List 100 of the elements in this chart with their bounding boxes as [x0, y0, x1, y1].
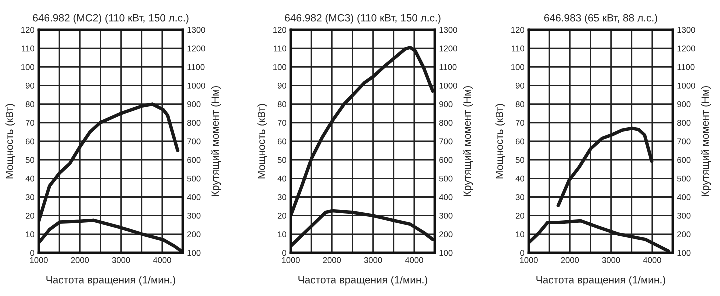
y2-tick-label: 1200 [188, 46, 206, 52]
y2-tick-label: 100 [678, 250, 691, 256]
y-tick-label: 10 [26, 232, 35, 238]
y-tick-label: 120 [274, 27, 287, 34]
x-tick-label: 1000 [30, 257, 48, 264]
y2-tick-label: 100 [188, 250, 201, 256]
x-axis-title: Частота вращения (1/мин.) [46, 276, 176, 286]
y2-tick-label: 800 [440, 120, 453, 126]
y2-tick-label: 1000 [678, 82, 696, 89]
y-tick-label: 100 [274, 64, 287, 70]
y-tick-label: 60 [26, 138, 35, 145]
y-tick-label: 120 [22, 27, 35, 34]
x-tick-label: 2000 [323, 257, 342, 264]
y2-tick-label: 800 [678, 120, 691, 126]
y-tick-label: 90 [278, 82, 287, 89]
y2-tick-label: 500 [188, 176, 201, 182]
y-axis-title: Мощность (кВт) [496, 104, 506, 179]
x-tick-label: 1000 [520, 257, 538, 264]
y2-tick-label: 400 [439, 194, 453, 200]
y2-tick-label: 1200 [678, 46, 696, 52]
y2-tick-label: 900 [440, 102, 453, 108]
y-tick-label: 80 [516, 102, 525, 108]
y-tick-label: 0 [520, 250, 525, 256]
y-tick-label: 20 [26, 213, 35, 219]
y-tick-label: 0 [30, 250, 35, 256]
x-tick-label: 2000 [71, 257, 90, 264]
y2-tick-label: 800 [188, 120, 201, 126]
x-tick-label: 4000 [643, 257, 662, 264]
x-axis-title: Частота вращения (1/мин.) [536, 276, 666, 286]
y2-tick-label: 700 [188, 138, 201, 145]
chart-title: 646.982 (MC3) (110 кВт, 150 л.с.) [285, 14, 441, 24]
y2-tick-label: 600 [678, 157, 691, 164]
y-tick-label: 120 [512, 27, 525, 34]
y2-axis-title: Крутящий момент (Нм) [701, 86, 712, 196]
y2-tick-label: 700 [678, 138, 691, 145]
y2-tick-label: 400 [677, 194, 691, 200]
y-tick-label: 110 [512, 46, 525, 52]
y-tick-label: 40 [278, 176, 287, 182]
y2-tick-label: 500 [440, 176, 453, 182]
y-tick-label: 80 [278, 102, 287, 108]
y2-tick-label: 200 [188, 232, 201, 238]
x-tick-label: 3000 [602, 257, 620, 264]
y2-tick-label: 900 [188, 102, 201, 108]
chart-title: 646.982 (MC2) (110 кВт, 150 л.с.) [33, 14, 189, 24]
y2-axis-title: Крутящий момент (Нм) [211, 86, 222, 196]
y2-tick-label: 300 [677, 213, 691, 219]
x-tick-label: 4000 [153, 257, 172, 264]
y2-tick-label: 100 [440, 250, 453, 256]
y2-tick-label: 200 [440, 232, 453, 238]
y-tick-label: 60 [278, 138, 287, 145]
y-tick-label: 30 [516, 194, 525, 200]
y-tick-label: 10 [278, 232, 287, 238]
x-tick-label: 2000 [561, 257, 580, 264]
y-tick-label: 40 [516, 176, 525, 182]
y-tick-label: 30 [278, 194, 287, 200]
x-tick-label: 3000 [364, 257, 382, 264]
y2-tick-label: 1200 [440, 46, 458, 52]
y-tick-label: 40 [26, 176, 35, 182]
x-tick-label: 4000 [405, 257, 424, 264]
y2-axis-title: Крутящий момент (Нм) [463, 86, 474, 196]
y2-tick-label: 1100 [440, 64, 457, 70]
y2-tick-label: 1300 [678, 27, 696, 34]
y-tick-label: 70 [26, 120, 35, 126]
y-tick-label: 90 [26, 82, 35, 89]
y2-tick-label: 400 [187, 194, 201, 200]
y-tick-label: 110 [274, 46, 287, 52]
y2-tick-label: 600 [188, 157, 201, 164]
y2-tick-label: 1100 [188, 64, 205, 70]
y2-tick-label: 300 [439, 213, 453, 219]
y-tick-label: 50 [278, 157, 287, 164]
y2-tick-label: 1000 [440, 82, 458, 89]
y-tick-label: 80 [26, 102, 35, 108]
y2-tick-label: 1300 [440, 27, 458, 34]
y-tick-label: 50 [26, 157, 35, 164]
y-tick-label: 70 [516, 120, 525, 126]
y2-tick-label: 1000 [188, 82, 206, 89]
y-tick-label: 70 [278, 120, 287, 126]
y2-tick-label: 900 [678, 102, 691, 108]
y-tick-label: 50 [516, 157, 525, 164]
y2-tick-label: 500 [678, 176, 691, 182]
y2-tick-label: 1300 [188, 27, 206, 34]
y-tick-label: 110 [22, 46, 35, 52]
y-tick-label: 30 [26, 194, 35, 200]
y-tick-label: 0 [282, 250, 287, 256]
chart-title: 646.983 (65 кВт, 88 л.с.) [544, 14, 658, 24]
y-tick-label: 100 [22, 64, 35, 70]
x-axis-title: Частота вращения (1/мин.) [298, 276, 428, 286]
y-tick-label: 20 [278, 213, 287, 219]
y2-tick-label: 200 [678, 232, 691, 238]
y2-tick-label: 700 [440, 138, 453, 145]
y-tick-label: 60 [516, 138, 525, 145]
y-axis-title: Мощность (кВт) [258, 104, 268, 179]
y-tick-label: 90 [516, 82, 525, 89]
y-tick-label: 10 [516, 232, 525, 238]
y-tick-label: 100 [512, 64, 525, 70]
y-axis-title: Мощность (кВт) [6, 104, 16, 179]
x-tick-label: 3000 [112, 257, 130, 264]
y2-tick-label: 1100 [678, 64, 695, 70]
x-tick-label: 1000 [282, 257, 300, 264]
y2-tick-label: 300 [187, 213, 201, 219]
